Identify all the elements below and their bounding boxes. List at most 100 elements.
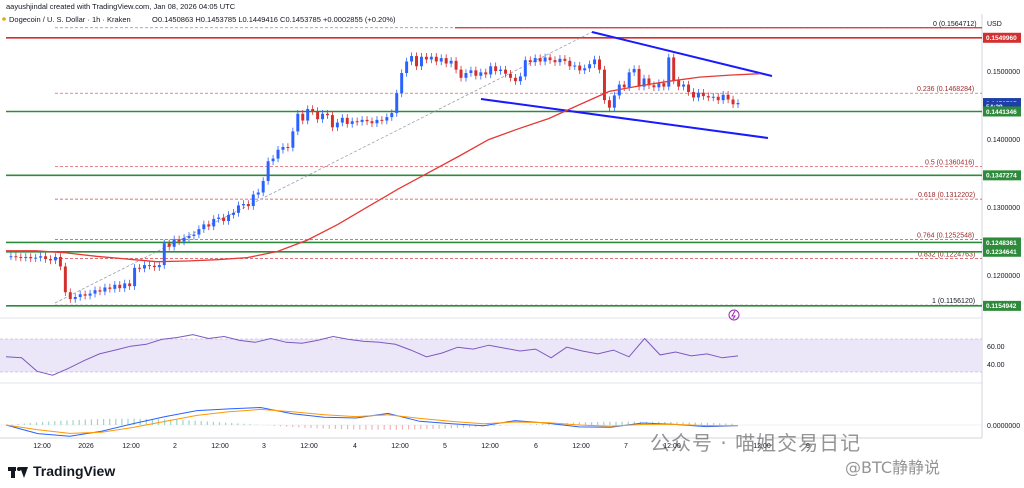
candle-body (553, 60, 557, 63)
chart: aayushjindal created with TradingView.co… (0, 2, 1021, 450)
candle-body (736, 103, 740, 105)
candle-body (306, 109, 310, 121)
candle-body (182, 237, 186, 242)
candle-body (672, 57, 676, 81)
lower-trendline[interactable] (480, 98, 769, 139)
price-tag-label: 0.1347274 (986, 173, 1017, 180)
candle-body (593, 59, 597, 65)
candle-body (687, 84, 691, 93)
rsi-band (0, 339, 982, 372)
candle-body (177, 239, 181, 242)
candle-body (588, 64, 592, 69)
candle-body (167, 243, 171, 247)
candle-body (217, 217, 221, 219)
candle-body (108, 287, 112, 289)
x-tick-label: 2026 (78, 443, 94, 450)
candle-body (395, 93, 399, 114)
candle-body (227, 214, 231, 221)
candle-body (345, 117, 349, 124)
candle-body (261, 180, 265, 193)
price-tag (983, 32, 1021, 43)
tradingview-logo: TradingView (8, 463, 115, 479)
upper-trendline[interactable] (591, 31, 773, 77)
price-tag (983, 246, 1021, 257)
candle-body (241, 204, 245, 206)
candle-body (449, 60, 453, 64)
candle-body (232, 212, 235, 215)
fib-level-label: 0.5 (0.1360416) (925, 159, 974, 166)
candle-body (652, 85, 656, 88)
price-tag-label: 0.1154942 (986, 303, 1017, 310)
candle-body (692, 92, 695, 98)
fib-diagonal-line (54, 31, 593, 304)
candle-body (370, 121, 374, 124)
candle-body (147, 265, 151, 267)
ohlc-readout: O0.1450863 H0.1453785 L0.1449416 C0.1453… (152, 15, 396, 24)
fib-level-label: 1 (0.1156120) (932, 298, 975, 305)
candle-body (642, 78, 646, 87)
candle-body (711, 96, 715, 98)
candle-body (667, 57, 671, 87)
x-tick-label: 12:00 (33, 443, 51, 450)
candle-body (118, 284, 122, 289)
y-tick-label: 0.1200000 (987, 273, 1020, 280)
candle-body (677, 80, 681, 87)
rsi-line (5, 334, 739, 376)
candle-body (316, 111, 320, 120)
candle-body (197, 229, 201, 235)
candle-body (726, 94, 730, 100)
price-tag-label: 0.1441346 (986, 109, 1017, 116)
candle-body (543, 57, 547, 62)
candle-body (251, 194, 255, 207)
candle-body (598, 59, 601, 70)
candle-body (113, 284, 117, 289)
candlestick-series (9, 52, 740, 303)
candle-body (143, 265, 146, 269)
price-tag (983, 237, 1021, 248)
symbol-dot-icon (2, 17, 6, 21)
y-tick-label: 0.1400000 (987, 137, 1020, 144)
candle-body (632, 68, 636, 73)
candle-body (83, 294, 87, 296)
watermark-account: 公众号 · 喵姐交易日记 (650, 431, 862, 455)
candle-body (355, 121, 359, 123)
candle-body (701, 92, 705, 97)
x-tick-label: 12:00 (572, 443, 590, 450)
candle-body (360, 119, 364, 122)
x-tick-label: 4 (353, 443, 357, 450)
x-tick-label: 12:00 (300, 443, 318, 450)
candle-body (410, 56, 414, 62)
candle-body (390, 113, 394, 118)
y-axis[interactable]: 0.1200000 0.1300000 0.1400000 0.1500000 (987, 69, 1020, 280)
moving-average-line (6, 73, 761, 263)
price-tag-label: 0.1248361 (986, 240, 1017, 247)
candle-body (88, 293, 92, 296)
candle-body (499, 69, 503, 72)
fib-level-label: 0.236 (0.1468284) (917, 86, 974, 93)
candle-body (459, 69, 463, 78)
candle-body (123, 283, 127, 289)
x-tick-label: 12:00 (391, 443, 409, 450)
candle-body (484, 72, 488, 75)
candle-body (133, 267, 137, 287)
candle-body (647, 78, 651, 86)
time-axis[interactable]: 12:00 2026 12:00 2 12:00 3 12:00 4 12:00 5 12:00 6 1… (33, 443, 810, 450)
candle-body (469, 70, 473, 74)
lightning-icon[interactable] (728, 309, 740, 321)
candle-body (509, 73, 512, 78)
candle-body (202, 224, 206, 230)
tradingview-logo-icon (8, 464, 28, 478)
candle-body (682, 84, 686, 87)
candle-body (29, 256, 33, 259)
symbol-line[interactable]: Dogecoin / U. S. Dollar · 1h · Kraken (9, 15, 131, 24)
candle-body (721, 94, 725, 101)
candle-body (444, 58, 448, 64)
candle-body (222, 217, 226, 221)
fib-level-label: 0 (0.1564712) (933, 21, 977, 28)
candle-body (53, 256, 57, 261)
candle-body (24, 256, 28, 258)
candle-body (291, 131, 295, 148)
candle-body (375, 119, 379, 124)
candle-body (138, 267, 142, 269)
candle-body (479, 72, 483, 76)
